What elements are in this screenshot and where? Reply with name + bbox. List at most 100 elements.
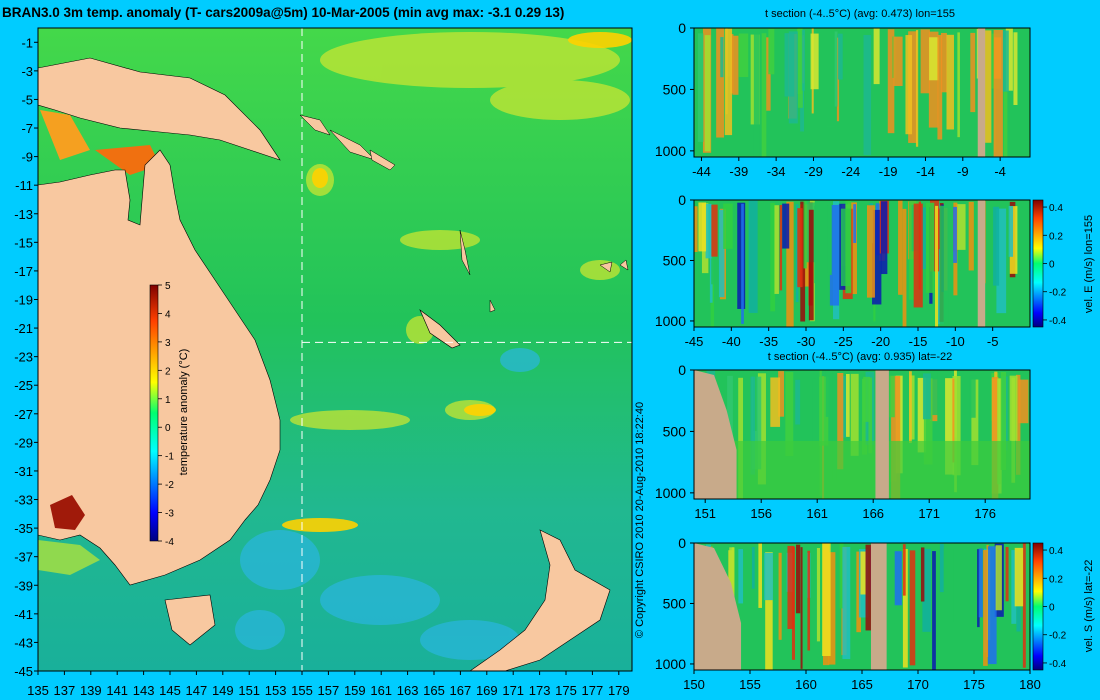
section-stripe xyxy=(846,373,850,437)
section-stripe xyxy=(829,204,839,306)
section-field xyxy=(694,370,1030,499)
section-stripe xyxy=(812,378,817,448)
section-stripe xyxy=(800,201,806,322)
section-stripe xyxy=(920,29,930,94)
section-x-tick-label: 175 xyxy=(963,677,985,692)
section-stripe xyxy=(750,376,755,475)
section-stripe xyxy=(1005,546,1009,602)
section-stripe xyxy=(839,543,844,609)
map-y-tick-label: -39 xyxy=(14,578,33,593)
section-x-tick-label: -40 xyxy=(722,334,741,349)
section-y-tick-label: 1000 xyxy=(655,313,686,329)
section-x-tick-label: -30 xyxy=(797,334,816,349)
new-guinea-land xyxy=(38,57,281,161)
section-stripe xyxy=(840,375,847,438)
section-stripe xyxy=(834,31,838,107)
velocity-colorbar-tick-label: -0.2 xyxy=(1049,631,1067,642)
section-stripe xyxy=(718,209,725,298)
new-caledonia-land xyxy=(419,309,461,349)
section-stripe xyxy=(952,378,955,463)
map-x-tick-label: 151 xyxy=(238,683,260,698)
map-y-tick-label: -27 xyxy=(14,407,33,422)
map-colorbar-tick-label: -3 xyxy=(165,509,174,520)
section-stripe xyxy=(850,373,859,456)
section-stripe xyxy=(787,545,794,629)
section-y-tick-label: 0 xyxy=(678,20,686,36)
map-y-tick-label: -41 xyxy=(14,607,33,622)
section-x-tick-label: -20 xyxy=(871,334,890,349)
section-stripe xyxy=(800,29,805,91)
section-stripe xyxy=(935,205,939,327)
map-y-tick-label: -45 xyxy=(14,664,33,679)
map-x-tick-label: 147 xyxy=(186,683,208,698)
section-stripe xyxy=(837,33,843,80)
section-stripe xyxy=(932,372,938,416)
map-x-tick-label: 161 xyxy=(370,683,392,698)
section-y-tick-label: 1000 xyxy=(655,143,686,159)
section-frame xyxy=(693,27,1031,158)
map-y-tick-label: -21 xyxy=(14,321,33,336)
section-x-tick-label: -25 xyxy=(834,334,853,349)
section-x-tick-label: -10 xyxy=(946,334,965,349)
section-stripe xyxy=(1013,32,1018,105)
section-stripe xyxy=(922,373,931,420)
map-colorbar-tick-label: 3 xyxy=(165,338,171,349)
section-stripe xyxy=(997,378,1002,485)
map-frame xyxy=(37,27,633,672)
section-stripe xyxy=(779,204,783,291)
section-stripe xyxy=(970,32,976,113)
section-stripe xyxy=(929,37,939,81)
section-stripe xyxy=(853,204,857,243)
map-x-tick-label: 143 xyxy=(133,683,155,698)
section-stripe xyxy=(984,30,992,143)
deep-band xyxy=(694,440,1030,499)
section-stripe xyxy=(917,377,927,453)
section-stripe xyxy=(1003,37,1008,157)
section-x-tick-label: -34 xyxy=(767,164,786,179)
section-stripe xyxy=(797,28,803,95)
map-colorbar-tick-label: 4 xyxy=(165,309,171,320)
vel-s-section-panel: 150 155 160 165 170 175 180 0 500 1000 xyxy=(655,535,1041,692)
section-stripe xyxy=(828,552,836,665)
section-stripe xyxy=(863,376,871,422)
section-stripe xyxy=(770,377,781,427)
section-x-tick-label: 180 xyxy=(1019,677,1041,692)
hot-anomaly-patches xyxy=(282,32,632,532)
section-stripe xyxy=(724,28,733,136)
section-stripe xyxy=(826,32,835,127)
section-x-tick-label: -24 xyxy=(841,164,860,179)
velocity-colorbar-tick-label: -0.4 xyxy=(1049,659,1067,670)
section-stripe xyxy=(978,548,983,618)
map-x-tick-label: 177 xyxy=(582,683,604,698)
section-stripe xyxy=(977,549,980,628)
map-x-tick-label: 159 xyxy=(344,683,366,698)
section-y-tick-label: 500 xyxy=(663,595,687,611)
australia-land xyxy=(38,149,281,586)
section-stripe xyxy=(807,550,811,651)
map-y-tick-label: -13 xyxy=(14,207,33,222)
section-stripe xyxy=(741,203,744,324)
section-stripe xyxy=(720,37,724,78)
section-stripe xyxy=(782,203,790,249)
t-section-lat-title: t section (-4..5°C) (avg: 0.935) lat=-22 xyxy=(768,351,952,363)
section-stripe xyxy=(953,543,963,622)
section-stripe xyxy=(937,34,943,140)
section-field xyxy=(694,200,1030,327)
map-colorbar-tick-label: 0 xyxy=(165,423,171,434)
map-y-tick-label: -11 xyxy=(15,178,33,193)
section-y-tick-label: 1000 xyxy=(655,656,686,672)
section-y-tick-label: 0 xyxy=(678,362,686,378)
section-stripe xyxy=(778,552,782,640)
section-stripe xyxy=(953,206,957,263)
map-x-tick-label: 141 xyxy=(106,683,128,698)
velocity-colorbar-tick-label: 0.2 xyxy=(1049,574,1063,585)
map-colorbar-label: temperature anomaly (°C) xyxy=(178,349,190,476)
section-stripe xyxy=(873,28,880,85)
section-stripe xyxy=(902,548,908,668)
section-stripe xyxy=(819,376,829,446)
section-stripe xyxy=(694,206,698,253)
section-y-tick-label: 500 xyxy=(663,81,687,97)
section-stripe xyxy=(991,377,999,499)
section-stripe xyxy=(803,201,807,269)
section-stripe xyxy=(939,543,944,593)
